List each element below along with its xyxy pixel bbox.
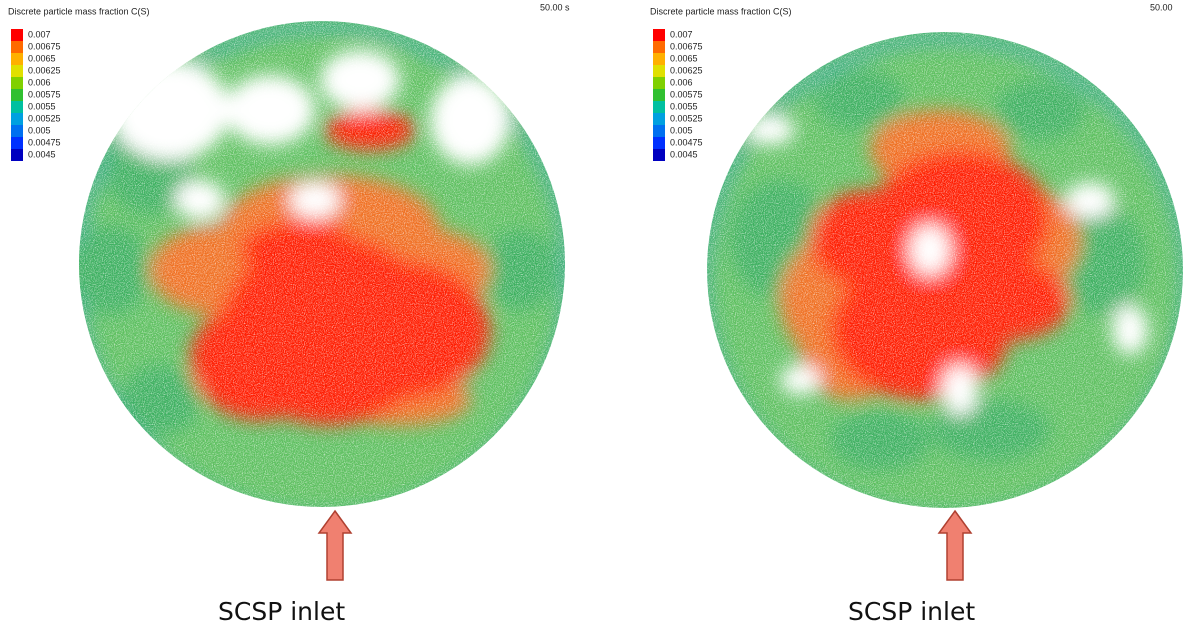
legend-label: 0.00625 — [28, 65, 61, 75]
legend-label: 0.0055 — [28, 101, 56, 111]
legend-swatch — [11, 149, 23, 161]
particle-cloud — [707, 32, 1183, 508]
caption: SCSP inlet — [848, 597, 975, 626]
legend-label: 0.00575 — [670, 89, 703, 99]
legend-swatch — [653, 29, 665, 41]
legend-label: 0.0055 — [670, 101, 698, 111]
legend-swatch — [11, 89, 23, 101]
legend-label: 0.0045 — [670, 149, 698, 159]
legend-label: 0.007 — [28, 29, 51, 39]
legend-label: 0.0045 — [28, 149, 56, 159]
time-label: 50.00 s — [540, 2, 570, 12]
time-label: 50.00 — [1150, 2, 1173, 12]
legend-label: 0.006 — [28, 77, 51, 87]
legend-swatch — [11, 41, 23, 53]
legend-swatch — [653, 53, 665, 65]
legend-swatch — [653, 89, 665, 101]
legend-label: 0.0065 — [670, 53, 698, 63]
legend-swatch — [653, 149, 665, 161]
legend-swatch — [11, 113, 23, 125]
legend-swatch — [653, 113, 665, 125]
legend-label: 0.00675 — [670, 41, 703, 51]
legend-swatch — [11, 53, 23, 65]
legend-label: 0.007 — [670, 29, 693, 39]
caption: SCSP inlet — [218, 597, 345, 626]
panel-title: Discrete particle mass fraction C(S) — [8, 6, 150, 16]
legend-label: 0.00625 — [670, 65, 703, 75]
legend-swatch — [11, 65, 23, 77]
particle-cloud — [79, 21, 565, 507]
legend-swatch — [653, 65, 665, 77]
legend-label: 0.00675 — [28, 41, 61, 51]
panel: Discrete particle mass fraction C(S) 50.0… — [8, 2, 570, 626]
legend-swatch — [653, 137, 665, 149]
legend-swatch — [11, 29, 23, 41]
legend-swatch — [653, 41, 665, 53]
legend-label: 0.0065 — [28, 53, 56, 63]
cloud-texture — [79, 21, 565, 507]
legend-label: 0.005 — [670, 125, 693, 135]
legend-label: 0.006 — [670, 77, 693, 87]
legend-swatch — [11, 125, 23, 137]
legend-label: 0.005 — [28, 125, 51, 135]
cloud-texture — [707, 32, 1183, 508]
legend-label: 0.00575 — [28, 89, 61, 99]
legend-label: 0.00525 — [670, 113, 703, 123]
legend-swatch — [653, 125, 665, 137]
legend-swatch — [653, 77, 665, 89]
legend-swatch — [11, 137, 23, 149]
legend-label: 0.00475 — [670, 137, 703, 147]
panel-title: Discrete particle mass fraction C(S) — [650, 6, 792, 16]
legend-label: 0.00525 — [28, 113, 61, 123]
legend-swatch — [11, 101, 23, 113]
legend-swatch — [653, 101, 665, 113]
legend-swatch — [11, 77, 23, 89]
legend-label: 0.00475 — [28, 137, 61, 147]
inlet-arrow — [317, 509, 353, 581]
inlet-arrow — [937, 509, 973, 581]
panel: Discrete particle mass fraction C(S) 50.0… — [650, 2, 1183, 626]
